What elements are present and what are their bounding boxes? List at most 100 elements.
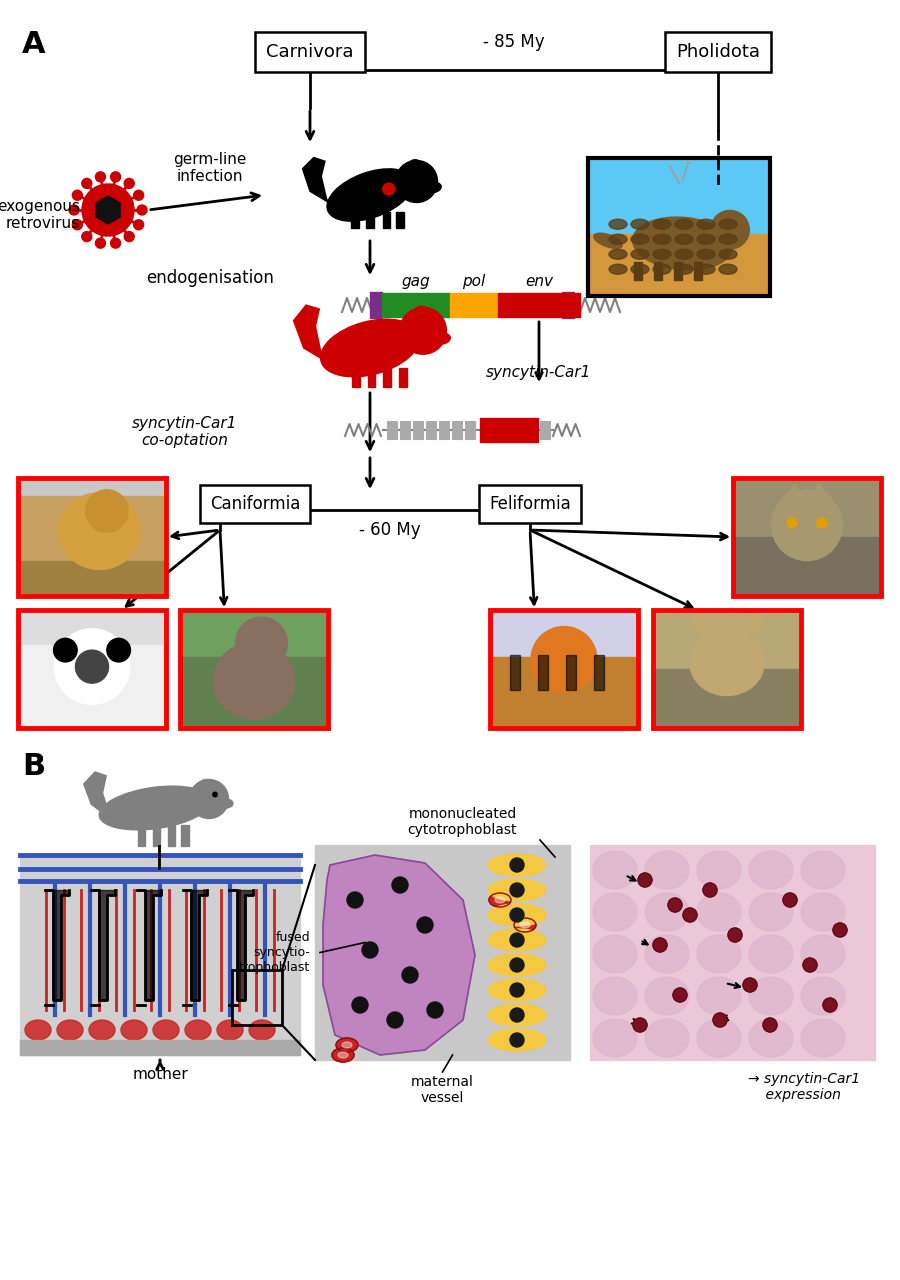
Ellipse shape (631, 234, 649, 244)
Text: env: env (525, 274, 553, 289)
Circle shape (95, 172, 105, 182)
Bar (153, 824, 160, 846)
Ellipse shape (697, 234, 715, 244)
Circle shape (352, 997, 368, 1012)
Bar (181, 824, 189, 846)
Ellipse shape (645, 851, 689, 890)
Circle shape (400, 307, 446, 355)
Bar (538, 655, 548, 690)
Ellipse shape (593, 977, 637, 1015)
Ellipse shape (675, 219, 693, 229)
Ellipse shape (415, 306, 428, 315)
Polygon shape (137, 890, 161, 1000)
Text: syncytin-Car1
co-optation: syncytin-Car1 co-optation (132, 416, 238, 448)
Bar (426, 421, 436, 439)
Circle shape (510, 1009, 524, 1021)
Polygon shape (91, 890, 115, 1000)
Bar (588, 234, 770, 296)
Circle shape (107, 639, 130, 662)
Ellipse shape (488, 904, 546, 925)
Polygon shape (810, 484, 832, 502)
Circle shape (638, 873, 652, 887)
Ellipse shape (332, 1048, 354, 1062)
Polygon shape (323, 855, 475, 1055)
Bar (180, 611, 328, 657)
Ellipse shape (719, 250, 737, 260)
Circle shape (82, 184, 134, 236)
Circle shape (743, 978, 757, 992)
Ellipse shape (645, 1019, 689, 1057)
Bar (396, 211, 404, 228)
Ellipse shape (645, 977, 689, 1015)
Text: fused
syncytio-
trophoblast: fused syncytio- trophoblast (238, 931, 310, 974)
Circle shape (95, 238, 105, 248)
Polygon shape (229, 890, 253, 1000)
Circle shape (510, 957, 524, 972)
Text: - 60 My: - 60 My (359, 521, 421, 539)
Text: germ-line
infection: germ-line infection (174, 152, 247, 184)
Ellipse shape (153, 1020, 179, 1039)
Circle shape (510, 883, 524, 897)
Ellipse shape (631, 250, 649, 260)
Ellipse shape (336, 1038, 358, 1052)
Bar (20, 855, 300, 1055)
Ellipse shape (719, 234, 737, 244)
Ellipse shape (218, 799, 233, 808)
Ellipse shape (201, 780, 212, 787)
Circle shape (771, 490, 842, 561)
Ellipse shape (675, 234, 693, 244)
Circle shape (510, 1033, 524, 1047)
Circle shape (124, 178, 134, 188)
Ellipse shape (594, 233, 622, 248)
Circle shape (69, 205, 79, 215)
Circle shape (713, 1012, 727, 1027)
Bar (439, 421, 449, 439)
Circle shape (111, 172, 121, 182)
Ellipse shape (749, 893, 793, 931)
Circle shape (833, 923, 847, 937)
Circle shape (823, 998, 837, 1012)
Circle shape (133, 220, 144, 229)
Polygon shape (302, 157, 328, 202)
Circle shape (395, 160, 437, 202)
Circle shape (763, 1018, 777, 1032)
Bar (180, 611, 328, 728)
Ellipse shape (593, 934, 637, 973)
Bar (382, 293, 450, 317)
Bar (510, 655, 520, 690)
Ellipse shape (719, 219, 737, 229)
Ellipse shape (433, 333, 450, 344)
Text: B: B (22, 751, 45, 781)
Bar (368, 369, 375, 387)
Bar (18, 495, 166, 561)
Ellipse shape (697, 219, 715, 229)
Ellipse shape (410, 160, 420, 168)
Circle shape (711, 210, 750, 250)
Text: Carnivora: Carnivora (266, 44, 354, 61)
Ellipse shape (593, 1019, 637, 1057)
Bar (594, 655, 604, 690)
Ellipse shape (801, 1019, 845, 1057)
Bar (465, 421, 475, 439)
Ellipse shape (489, 893, 511, 908)
Bar (383, 369, 392, 387)
Circle shape (417, 916, 433, 933)
Text: Pholidota: Pholidota (676, 44, 760, 61)
Circle shape (137, 205, 147, 215)
Circle shape (788, 518, 797, 527)
Ellipse shape (488, 979, 546, 1001)
Circle shape (72, 191, 83, 200)
Bar (413, 421, 423, 439)
Bar (562, 292, 574, 317)
Text: mother: mother (132, 1068, 188, 1082)
Circle shape (133, 191, 144, 200)
Ellipse shape (697, 977, 741, 1015)
Polygon shape (782, 484, 804, 502)
Ellipse shape (631, 219, 649, 229)
Polygon shape (45, 890, 69, 1000)
Ellipse shape (520, 922, 530, 928)
Circle shape (704, 616, 751, 663)
Ellipse shape (645, 934, 689, 973)
Bar (232, 970, 282, 1025)
Bar (138, 824, 145, 846)
